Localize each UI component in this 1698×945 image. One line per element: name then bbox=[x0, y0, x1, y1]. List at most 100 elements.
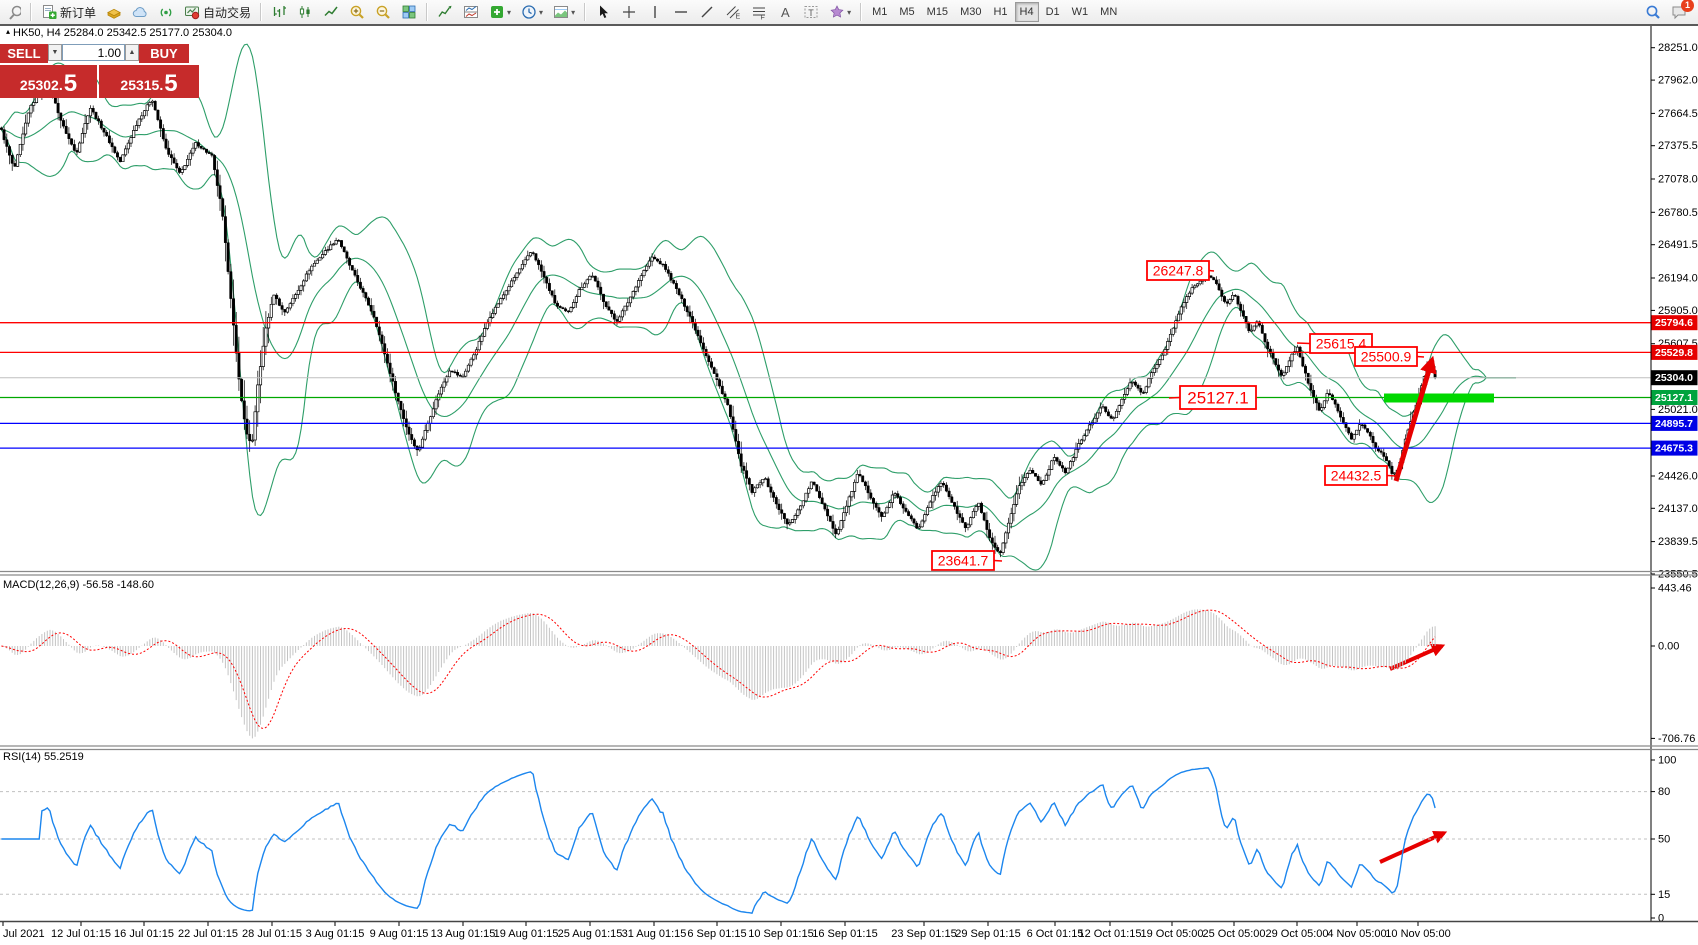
toolbar-button-label: 自动交易 bbox=[203, 5, 252, 20]
date-tick-label: 31 Aug 01:15 bbox=[622, 928, 687, 940]
timeframe-button-w1[interactable]: W1 bbox=[1067, 2, 1094, 22]
trend-arrow[interactable] bbox=[1393, 355, 1437, 482]
timeframe-button-mn[interactable]: MN bbox=[1095, 2, 1122, 22]
bollinger-band-line bbox=[0, 129, 1516, 571]
notification-badge: 1 bbox=[1681, 0, 1694, 12]
price-tick-label: 24137.0 bbox=[1658, 503, 1698, 515]
shapes-button[interactable]: ▾ bbox=[825, 2, 855, 22]
spinner-down-icon: ▼ bbox=[51, 49, 59, 56]
time-axis[interactable]: Jul 2021 12 Jul 01:15 16 Jul 01:15 22 Jul 0… bbox=[2, 922, 1451, 940]
price-annotation[interactable]: 23641.7 bbox=[931, 550, 1003, 571]
timeframe-button-m30[interactable]: M30 bbox=[955, 2, 986, 22]
line-chart-button[interactable] bbox=[319, 2, 343, 22]
date-tick-label: 6 Sep 01:15 bbox=[687, 928, 746, 940]
indicator-window-button[interactable] bbox=[459, 2, 483, 22]
new-order-button[interactable]: 新订单 bbox=[37, 2, 100, 22]
add-indicator-button[interactable]: ▾ bbox=[485, 2, 515, 22]
toolbar-group bbox=[0, 0, 26, 24]
price-tick-label: 27962.0 bbox=[1658, 75, 1698, 87]
trend-arrow[interactable] bbox=[1389, 643, 1446, 671]
period-button[interactable]: ▾ bbox=[517, 2, 547, 22]
volume-decrease-button[interactable]: ▼ bbox=[48, 44, 62, 61]
indicators-button[interactable] bbox=[433, 2, 457, 22]
sell-price-main: 25302. bbox=[19, 77, 63, 93]
cursor-button[interactable] bbox=[591, 2, 615, 22]
buy-button[interactable]: BUY bbox=[139, 44, 189, 63]
chat-button[interactable]: 1 bbox=[1667, 0, 1694, 22]
timeframe-button-h4[interactable]: H4 bbox=[1014, 2, 1039, 22]
template-button[interactable]: ▾ bbox=[549, 2, 579, 22]
magnifier-partial-button[interactable] bbox=[1, 2, 25, 22]
buy-price[interactable]: 25315. 5 bbox=[99, 65, 199, 98]
rsi-axis-label: 50 bbox=[1658, 834, 1670, 846]
text-button[interactable]: A bbox=[773, 2, 797, 22]
horizontal-line-icon bbox=[673, 4, 689, 20]
volume-input[interactable] bbox=[62, 44, 125, 61]
line-chart-icon bbox=[323, 4, 339, 20]
signal-button[interactable] bbox=[154, 2, 178, 22]
date-tick-label: 12 Oct 01:15 bbox=[1079, 928, 1142, 940]
green-highlight-bar[interactable] bbox=[1384, 393, 1494, 403]
toolbar-separator bbox=[426, 3, 429, 21]
price-tick-label: 28251.0 bbox=[1658, 42, 1698, 54]
indicators-icon bbox=[437, 4, 453, 20]
price-badge bbox=[1651, 415, 1698, 431]
price-annotation[interactable]: 26247.8 bbox=[1146, 260, 1215, 281]
price-tick-label: 27375.5 bbox=[1658, 140, 1698, 152]
crosshair-icon bbox=[621, 4, 637, 20]
price-annotation[interactable]: 25127.1 bbox=[1168, 385, 1257, 410]
label-button[interactable]: T bbox=[799, 2, 823, 22]
new-order-icon bbox=[41, 4, 57, 20]
autotrading-button[interactable]: 自动交易 bbox=[180, 2, 255, 22]
date-tick-label: 25 Oct 05:00 bbox=[1203, 928, 1266, 940]
add-indicator-icon bbox=[489, 4, 505, 20]
toolbar-group: 新订单 自动交易 bbox=[36, 0, 256, 24]
annotation-text: 25615.4 bbox=[1316, 336, 1367, 352]
history-button[interactable] bbox=[102, 2, 126, 22]
zoom-in-button[interactable] bbox=[345, 2, 369, 22]
search-button[interactable] bbox=[1641, 2, 1665, 22]
rsi-panel bbox=[0, 767, 1651, 914]
annotation-text: 25500.9 bbox=[1361, 349, 1412, 365]
timeframe-button-m1[interactable]: M1 bbox=[867, 2, 892, 22]
date-tick-label: 10 Sep 01:15 bbox=[748, 928, 813, 940]
cloud-button[interactable] bbox=[128, 2, 152, 22]
candlestick-chart-button[interactable] bbox=[293, 2, 317, 22]
channel-button[interactable]: E bbox=[721, 2, 745, 22]
trend-arrow[interactable] bbox=[1379, 830, 1448, 864]
price-badge-label: 24895.7 bbox=[1655, 418, 1693, 430]
sell-button[interactable]: SELL bbox=[0, 44, 48, 63]
sell-price[interactable]: 25302. 5 bbox=[0, 65, 97, 98]
price-tick-label: 27078.0 bbox=[1658, 174, 1698, 186]
crosshair-button[interactable] bbox=[617, 2, 641, 22]
chart-title-text: HK50, H4 25284.0 25342.5 25177.0 25304.0 bbox=[13, 27, 232, 39]
zoom-out-button[interactable] bbox=[371, 2, 395, 22]
horizontal-line-button[interactable] bbox=[669, 2, 693, 22]
macd-axis-label: -706.76 bbox=[1658, 733, 1695, 745]
timeframe-button-d1[interactable]: D1 bbox=[1041, 2, 1065, 22]
price-tick-label: 26491.5 bbox=[1658, 239, 1698, 251]
price-tick-label: 25905.0 bbox=[1658, 305, 1698, 317]
timeframe-button-h1[interactable]: H1 bbox=[988, 2, 1012, 22]
price-annotation[interactable]: 25500.9 bbox=[1354, 346, 1425, 367]
price-axis-background bbox=[1652, 25, 1698, 920]
macd-histogram bbox=[3, 609, 1436, 739]
search-icon bbox=[1645, 4, 1661, 20]
toolbar-right-icons: 1 bbox=[1640, 0, 1698, 22]
vertical-line-button[interactable] bbox=[643, 2, 667, 22]
toolbar-group: ▾ ▾ ▾ bbox=[432, 0, 580, 24]
timeframe-toolbar: M1 M5 M15 M30 H1 H4 D1 W1 MN bbox=[866, 0, 1123, 24]
bar-chart-button[interactable] bbox=[267, 2, 291, 22]
fibonacci-button[interactable]: F bbox=[747, 2, 771, 22]
macd-axis-label: 0.00 bbox=[1658, 641, 1679, 653]
volume-increase-button[interactable]: ▲ bbox=[125, 44, 139, 61]
trendline-button[interactable] bbox=[695, 2, 719, 22]
label-icon: T bbox=[803, 4, 819, 20]
timeframe-button-m15[interactable]: M15 bbox=[922, 2, 953, 22]
price-annotation[interactable]: 24432.5 bbox=[1324, 465, 1398, 486]
tile-windows-button[interactable] bbox=[397, 2, 421, 22]
price-tick-label: 26194.0 bbox=[1658, 273, 1698, 285]
timeframe-button-m5[interactable]: M5 bbox=[894, 2, 919, 22]
